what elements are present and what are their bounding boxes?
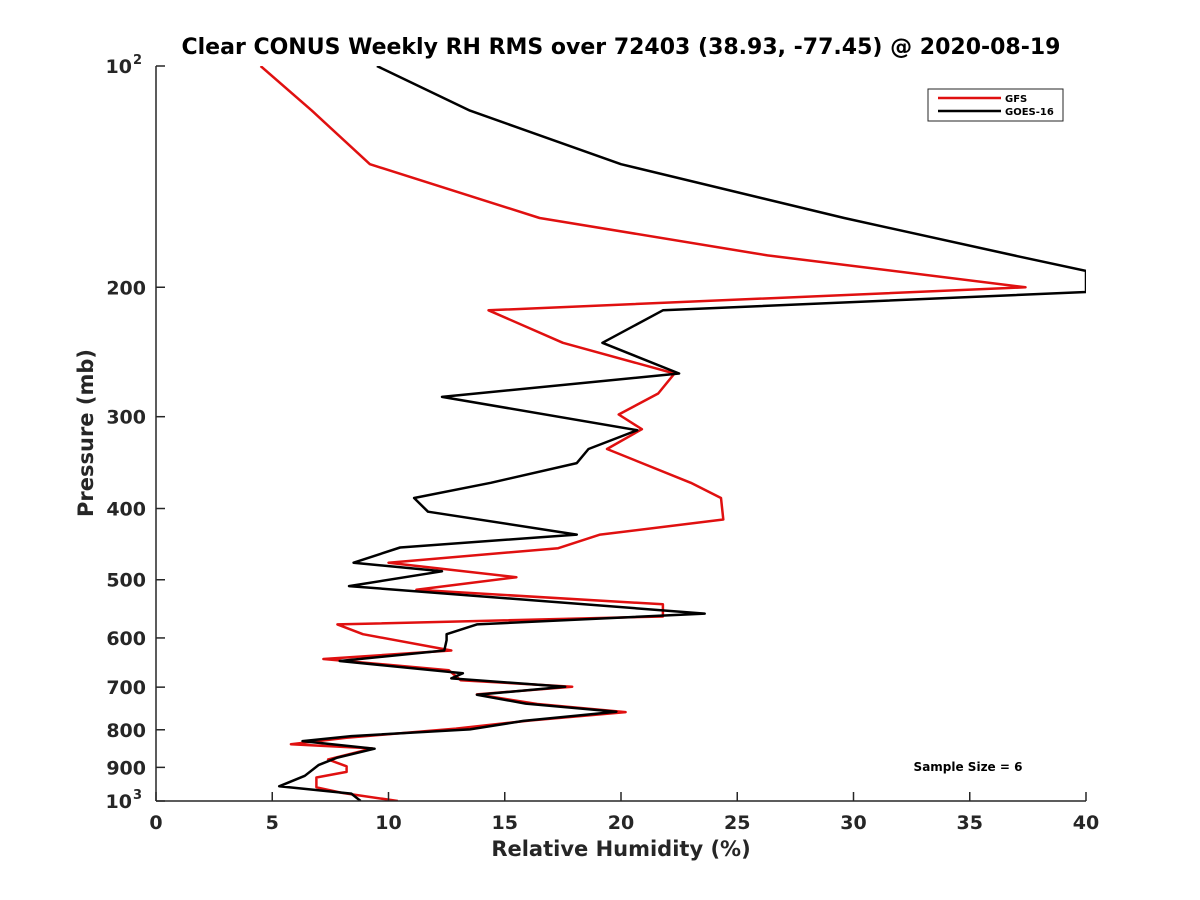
legend-box xyxy=(927,88,1064,122)
y-tick-exponent: 2 xyxy=(133,53,142,68)
x-axis-label: Relative Humidity (%) xyxy=(491,837,750,861)
y-tick-label: 800 xyxy=(106,720,146,742)
legend-label-gfs: GFS xyxy=(1005,94,1027,105)
x-tick-label: 0 xyxy=(149,812,162,834)
y-tick-label: 600 xyxy=(106,628,146,650)
y-tick-label: 10 xyxy=(106,791,132,813)
y-tick-label: 700 xyxy=(106,677,146,699)
x-tick-label: 5 xyxy=(266,812,279,834)
series-line-goes16 xyxy=(277,66,1086,801)
chart-title: Clear CONUS Weekly RH RMS over 72403 (38… xyxy=(182,35,1061,60)
y-tick-label: 300 xyxy=(106,407,146,429)
y-tick-label: 500 xyxy=(106,570,146,592)
axes xyxy=(155,66,1086,802)
x-tick-label: 40 xyxy=(1073,812,1099,834)
x-tick-label: 25 xyxy=(724,812,750,834)
x-ticks: 0 5 10 15 20 25 30 35 40 xyxy=(149,792,1099,834)
y-tick-exponent: 3 xyxy=(133,788,142,803)
y-tick-label: 900 xyxy=(106,757,146,779)
y-axis-label: Pressure (mb) xyxy=(74,349,98,517)
series-line-gfs xyxy=(259,66,1027,801)
y-tick-label: 10 xyxy=(106,56,132,78)
legend: GFS GOES-16 xyxy=(927,88,1064,122)
x-tick-label: 35 xyxy=(957,812,983,834)
x-tick-label: 10 xyxy=(375,812,401,834)
legend-label-goes16: GOES-16 xyxy=(1005,107,1054,118)
y-tick-base: 10 xyxy=(106,791,132,813)
series-layer xyxy=(259,66,1086,801)
x-tick-label: 30 xyxy=(840,812,866,834)
sample-size-annotation: Sample Size = 6 xyxy=(914,760,1023,774)
y-tick-label: 400 xyxy=(106,499,146,521)
x-tick-label: 20 xyxy=(608,812,634,834)
y-tick-base: 10 xyxy=(106,56,132,78)
y-tick-label: 200 xyxy=(106,277,146,299)
x-tick-label: 15 xyxy=(492,812,518,834)
